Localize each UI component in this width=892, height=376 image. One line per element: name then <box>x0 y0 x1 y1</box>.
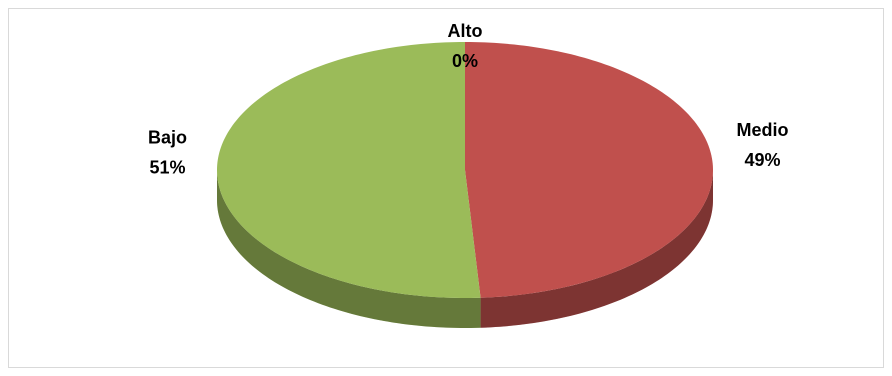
data-label-category: Alto <box>448 21 483 41</box>
slice-side-shade <box>480 170 713 328</box>
data-label-category: Medio <box>736 120 788 140</box>
slice <box>217 42 481 298</box>
data-label-category: Bajo <box>148 128 187 148</box>
data-label-value: 51% <box>150 158 186 178</box>
data-label-value: 0% <box>452 51 478 71</box>
slice-side <box>217 170 481 328</box>
slice <box>465 42 713 298</box>
slice-side <box>480 170 713 328</box>
data-label-value: 49% <box>744 150 780 170</box>
slice-side-shade <box>217 170 481 328</box>
